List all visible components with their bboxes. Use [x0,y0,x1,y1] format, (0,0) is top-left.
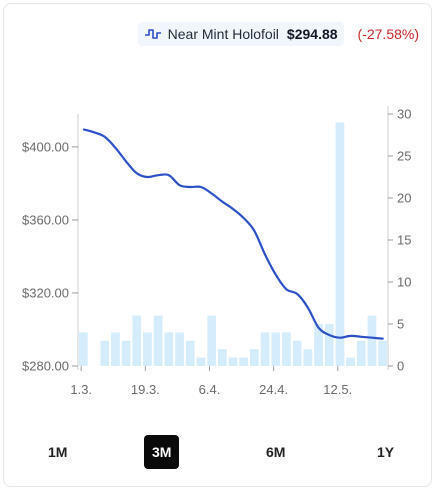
volume-bar [132,315,142,366]
left-axis-ticks: $280.00 $320.00 $360.00 $400.00 [22,139,78,374]
volume-bar [378,340,387,366]
volume-bar [185,340,195,366]
volume-bar [111,332,120,366]
x-tick-label: 24.4. [259,382,288,397]
x-tick-label: 6.4. [199,382,221,397]
right-tick-label: 15 [397,233,411,248]
volume-bar [175,332,184,366]
volume-bar [324,324,334,366]
volume-bar [228,357,238,366]
right-tick-label: 20 [397,191,411,206]
volume-bar [196,357,206,366]
left-tick-label: $400.00 [22,139,69,154]
range-button-6m[interactable]: 6M [258,435,293,469]
legend-price-change: (-27.58%) [357,26,419,42]
legend-series-name: Near Mint Holofoil [167,26,279,42]
volume-bar [250,349,259,366]
legend-current-price: $294.88 [286,26,338,42]
right-tick-label: 0 [397,359,404,374]
price-line [82,128,384,340]
volume-bar [239,357,248,366]
price-history-card [3,3,432,487]
volume-bar [346,357,355,366]
x-tick-label: 1.3. [70,382,92,397]
volume-bar [153,315,163,366]
volume-bar [367,315,377,366]
volume-bar [335,122,345,367]
volume-bar [282,332,291,366]
right-axis-ticks: 0 5 10 15 20 25 30 [388,107,411,374]
price-line-group [82,128,384,340]
time-range-selector: 1M 3M 6M 1Y [0,435,437,469]
legend-pill: Near Mint Holofoil $294.88 [137,22,344,46]
left-tick-label: $320.00 [22,285,69,300]
volume-bar [271,332,281,366]
right-tick-label: 25 [397,149,411,164]
volume-bar [121,340,131,366]
right-tick-label: 30 [397,107,411,122]
chart-axes [77,106,389,370]
range-button-1y[interactable]: 1Y [369,435,402,469]
chart-legend: Near Mint Holofoil $294.88 (-27.58%) [137,22,419,46]
volume-bar [303,349,313,366]
volume-bar [143,332,152,366]
x-tick-label: 12.5. [323,382,352,397]
volume-bar [207,315,216,366]
range-button-3m[interactable]: 3M [144,435,180,469]
x-axis-ticks: 1.3. 19.3. 6.4. 24.4. 12.5. [70,366,352,397]
volume-bar [100,340,110,366]
volume-bar [164,332,174,366]
left-tick-label: $360.00 [22,212,69,227]
volume-bar [356,340,366,366]
left-tick-label: $280.00 [22,359,69,374]
x-tick-label: 19.3. [131,382,160,397]
volume-bar [314,324,323,366]
range-button-1m[interactable]: 1M [40,435,75,469]
right-tick-label: 5 [397,317,404,332]
volume-bar [79,332,88,366]
volume-bars [79,122,387,367]
volume-bar [292,340,302,366]
volume-bar [260,332,270,366]
right-tick-label: 10 [397,275,411,290]
volume-bar [218,349,227,366]
price-volume-chart: $280.00 $320.00 $360.00 $400.00 0 5 10 15 20 25 3… [22,106,411,397]
line-chart-icon [144,29,161,39]
